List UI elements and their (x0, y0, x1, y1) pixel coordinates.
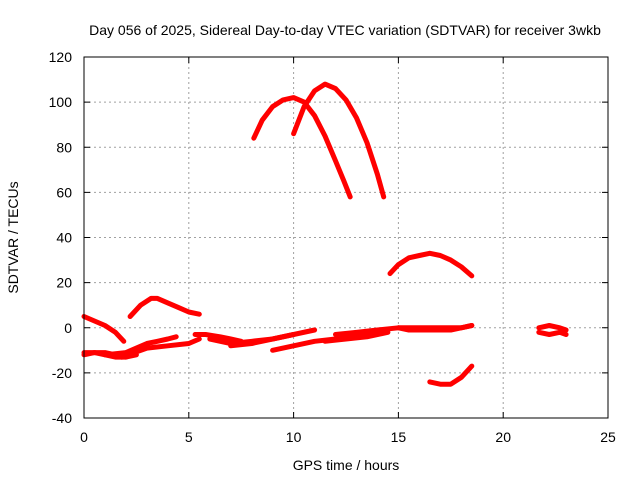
y-tick-label: 0 (64, 320, 72, 336)
y-axis-label: SDTVAR / TECUs (5, 181, 21, 293)
y-tick-label: -40 (52, 410, 72, 426)
chart-title: Day 056 of 2025, Sidereal Day-to-day VTE… (89, 22, 601, 38)
series-arc-g (192, 332, 244, 344)
series-group (81, 81, 569, 387)
axis-ticks: 0 5 10 15 20 25 -40 -20 0 20 40 60 80 100 120 (49, 49, 616, 445)
series-arc-k (291, 81, 387, 200)
x-axis-label: GPS time / hours (293, 457, 400, 473)
series-arc-f (119, 336, 202, 360)
series-arc-r (536, 323, 569, 333)
y-tick-label: 80 (56, 139, 72, 155)
y-tick-label: 40 (56, 230, 72, 246)
y-tick-label: 60 (56, 184, 72, 200)
series-arc-i (228, 332, 297, 349)
series-arc-o (387, 250, 475, 279)
x-tick-label: 15 (391, 429, 407, 445)
y-tick-label: 100 (49, 94, 73, 110)
series-arc-s (536, 329, 569, 337)
series-arc-a (81, 314, 127, 344)
x-tick-label: 10 (286, 429, 302, 445)
x-tick-label: 0 (80, 429, 88, 445)
series-arc-p (395, 323, 475, 333)
y-tick-label: 120 (49, 49, 73, 65)
series-arc-e (102, 334, 179, 358)
x-tick-label: 25 (600, 429, 616, 445)
y-tick-label: -20 (52, 365, 72, 381)
x-tick-label: 5 (185, 429, 193, 445)
grid (84, 57, 608, 418)
y-tick-label: 20 (56, 275, 72, 291)
series-arc-m (322, 329, 391, 344)
series-arc-d (127, 295, 202, 319)
x-tick-label: 20 (495, 429, 511, 445)
series-arc-q (427, 363, 475, 387)
